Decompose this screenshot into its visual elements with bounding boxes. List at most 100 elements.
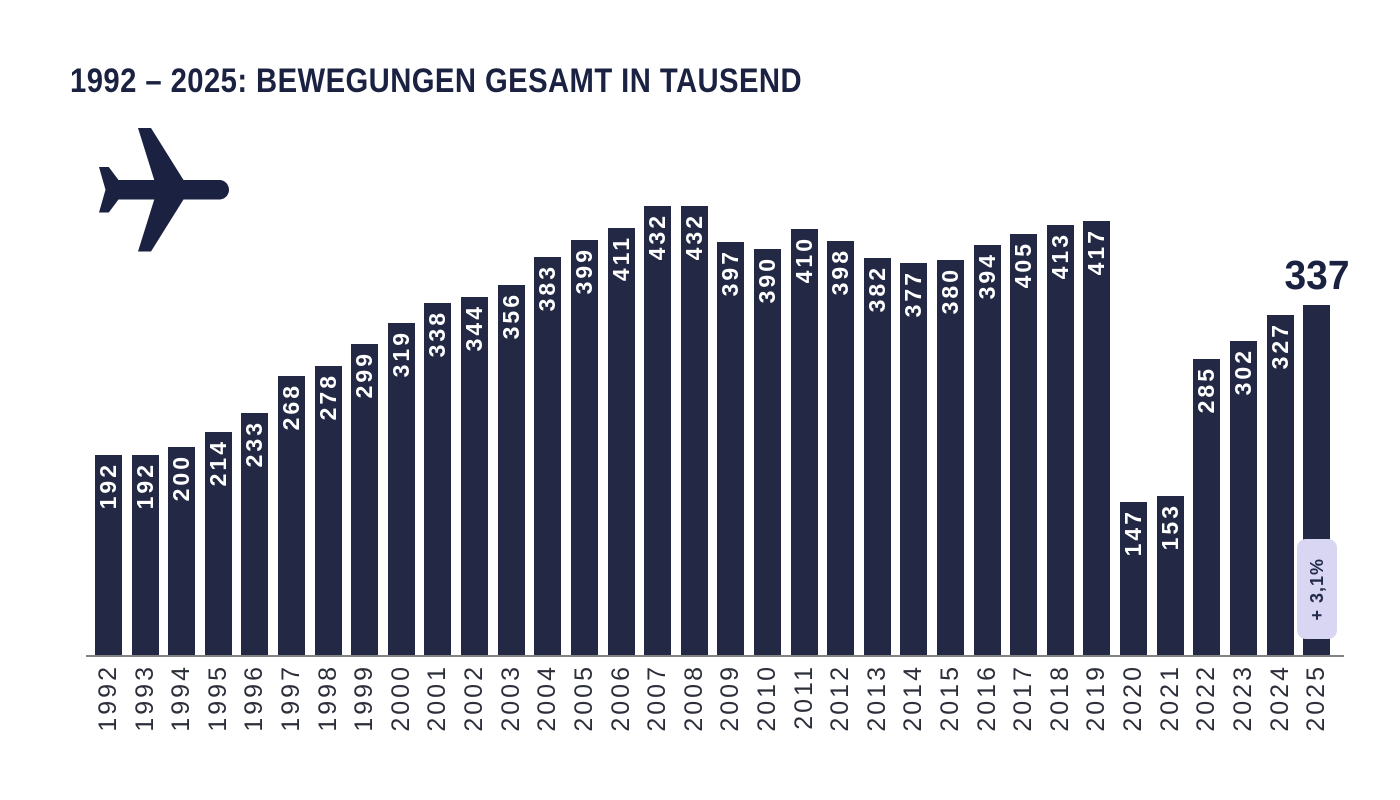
bar-value-label: 411 — [608, 235, 634, 282]
bar-value-label: 377 — [900, 270, 926, 318]
bar-2021: 153 — [1157, 496, 1184, 655]
bar-value-label: 413 — [1047, 232, 1073, 280]
bar-2009: 397 — [717, 242, 744, 655]
x-tick-2019: 2019 — [1082, 664, 1111, 732]
bar-value-label: 192 — [95, 462, 121, 510]
x-tick-2002: 2002 — [460, 664, 488, 732]
x-tick-2005: 2005 — [570, 664, 599, 732]
x-tick-label: 1997 — [277, 664, 306, 732]
bar-1995: 214 — [205, 432, 232, 655]
bar-2016: 394 — [974, 245, 1001, 655]
bar-2014: 377 — [900, 263, 927, 655]
x-tick-2016: 2016 — [973, 664, 1002, 732]
bar-1996: 233 — [241, 413, 268, 655]
x-tick-1996: 1996 — [240, 664, 269, 732]
x-tick-2013: 2013 — [863, 664, 891, 732]
x-tick-label: 2004 — [533, 664, 562, 732]
bar-2008: 432 — [681, 206, 708, 655]
x-tick-label: 2019 — [1082, 664, 1111, 732]
x-tick-label: 1995 — [204, 664, 233, 732]
bar-value-label: 394 — [974, 252, 1000, 300]
x-tick-label: 2012 — [826, 664, 855, 732]
x-tick-label: 2008 — [680, 664, 709, 732]
x-tick-label: 2022 — [1192, 664, 1221, 732]
bar-2012: 398 — [827, 241, 854, 655]
bar-value-label: 153 — [1157, 503, 1183, 551]
x-tick-2014: 2014 — [899, 664, 928, 732]
airplane-icon — [86, 114, 242, 272]
x-tick-label: 1994 — [167, 664, 196, 732]
bar-1999: 299 — [351, 344, 378, 655]
bar-2007: 432 — [644, 206, 671, 655]
x-tick-label: 2017 — [1009, 664, 1038, 732]
x-tick-1999: 1999 — [350, 664, 379, 732]
bar-value-label: 382 — [864, 265, 890, 313]
x-tick-label: 2016 — [973, 664, 1002, 732]
x-tick-2017: 2017 — [1009, 664, 1038, 732]
bar-2003: 356 — [498, 285, 525, 655]
x-tick-label: 1996 — [240, 664, 269, 732]
bar-1992: 192 — [95, 455, 122, 655]
bar-2010: 390 — [754, 249, 781, 655]
bar-value-label: 356 — [498, 292, 524, 340]
x-tick-2024: 2024 — [1266, 664, 1295, 732]
bar-2006: 411 — [608, 228, 635, 655]
x-tick-label: 1998 — [314, 664, 343, 732]
x-tick-2012: 2012 — [826, 664, 855, 732]
x-tick-2010: 2010 — [753, 664, 781, 732]
bar-2005: 399 — [571, 240, 598, 655]
bar-value-label: 417 — [1083, 228, 1109, 276]
highlight-value-label: 337 — [1283, 252, 1350, 298]
bar-2013: 382 — [864, 258, 891, 655]
bar-value-label: 432 — [681, 213, 707, 261]
x-tick-label: 2003 — [497, 664, 526, 732]
bar-value-label: 233 — [241, 420, 267, 468]
bar-value-label: 285 — [1193, 366, 1219, 414]
bar-1994: 200 — [168, 447, 195, 655]
bar-2015: 380 — [937, 260, 964, 655]
x-tick-2022: 2022 — [1192, 664, 1221, 732]
x-tick-label: 2006 — [607, 664, 636, 732]
x-tick-label: 2023 — [1229, 664, 1258, 732]
x-tick-2021: 2021 — [1156, 664, 1184, 732]
bar-2018: 413 — [1047, 225, 1074, 655]
x-tick-label: 1993 — [131, 664, 160, 732]
x-tick-label: 2014 — [899, 664, 928, 732]
bar-value-label: 327 — [1267, 322, 1293, 370]
bar-1997: 268 — [278, 376, 305, 655]
x-tick-label: 1999 — [350, 664, 379, 732]
x-tick-2015: 2015 — [936, 664, 964, 732]
bar-2022: 285 — [1193, 359, 1220, 655]
bar-2000: 319 — [388, 323, 415, 655]
bar-value-label: 268 — [278, 383, 304, 431]
bar-value-label: 398 — [827, 248, 853, 296]
x-tick-1995: 1995 — [204, 664, 233, 732]
x-tick-label: 2024 — [1266, 664, 1295, 732]
x-tick-label: 2007 — [643, 664, 672, 732]
bar-1993: 192 — [132, 455, 159, 655]
bar-value-label: 319 — [388, 330, 414, 378]
bar-2024: 327 — [1267, 315, 1294, 655]
bar-2020: 147 — [1120, 502, 1147, 655]
bar-2011: 410 — [791, 229, 818, 655]
bar-2019: 417 — [1083, 221, 1110, 655]
x-tick-2018: 2018 — [1046, 664, 1075, 732]
x-tick-2011: 2011 — [790, 664, 819, 730]
bar-2023: 302 — [1230, 341, 1257, 655]
x-tick-label: 2011 — [790, 664, 819, 730]
x-axis-line — [86, 655, 1344, 657]
bar-2004: 383 — [534, 257, 561, 655]
x-tick-2020: 2020 — [1119, 664, 1147, 732]
bar-value-label: 383 — [534, 264, 560, 312]
chart-title: 1992 – 2025: BEWEGUNGEN GESAMT IN TAUSEN… — [70, 62, 803, 100]
bar-value-label: 214 — [205, 439, 231, 487]
bar-value-label: 278 — [315, 373, 341, 421]
x-tick-label: 2005 — [570, 664, 599, 732]
bar-value-label: 390 — [754, 256, 780, 304]
x-tick-1992: 1992 — [94, 664, 122, 732]
x-tick-2004: 2004 — [533, 664, 562, 732]
x-tick-2001: 2001 — [423, 664, 451, 732]
x-tick-2009: 2009 — [716, 664, 744, 732]
x-tick-label: 2018 — [1046, 664, 1075, 732]
